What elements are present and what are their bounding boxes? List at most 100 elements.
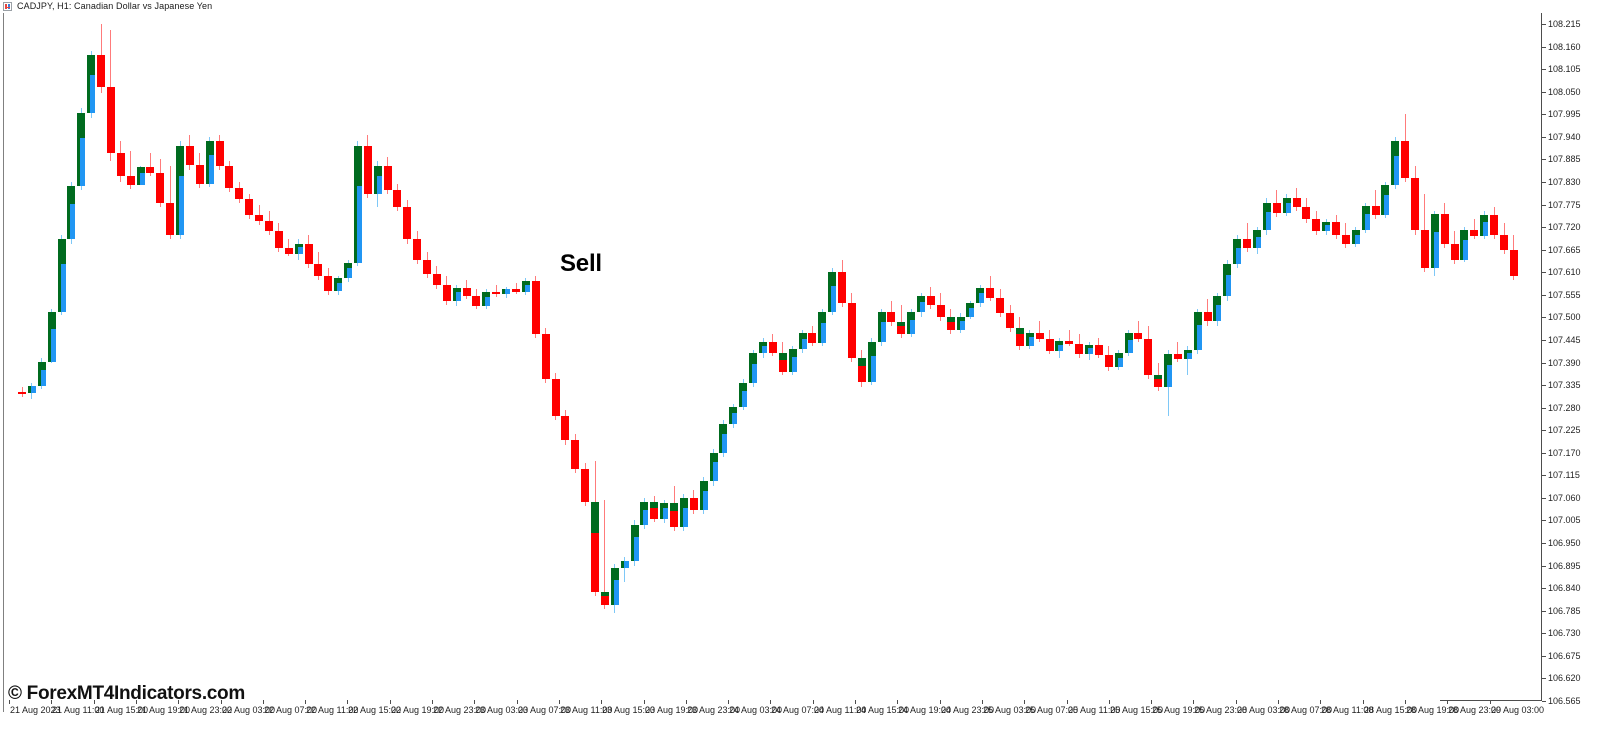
time-tick-label: 28 Aug 15:00 (1364, 705, 1418, 715)
indicator-overlay-segment (976, 287, 980, 303)
price-tick-label: 107.830 (1548, 177, 1581, 187)
indicator-overlay-segment (77, 113, 81, 187)
price-tick-label: 107.115 (1548, 470, 1580, 480)
price-tick-mark (1542, 114, 1546, 115)
time-scale[interactable]: 21 Aug 2023 21 Aug 11:00 21 Aug 15:00 21 Au… (0, 700, 1544, 730)
price-tick-mark (1542, 520, 1546, 521)
indicator-overlay-cap (1085, 345, 1094, 349)
indicator-overlay-segment (640, 501, 644, 525)
indicator-overlay-cap (976, 287, 985, 293)
candle-body (561, 415, 570, 441)
candle-body (1035, 332, 1044, 339)
time-tick-label: 23 Aug 19:00 (645, 705, 699, 715)
price-scale[interactable]: 108.215 108.160 108.105 108.050 107.995 107.9… (1542, 13, 1600, 712)
indicator-overlay-cap (521, 281, 530, 285)
candle-body (907, 312, 916, 334)
price-tick-mark (1542, 475, 1546, 476)
price-tick-mark (1542, 295, 1546, 296)
price-tick-mark (1542, 363, 1546, 364)
candle-wick (1375, 190, 1376, 219)
candle-body (284, 248, 293, 254)
time-tick-mark (94, 700, 95, 704)
indicator-overlay-cap (373, 166, 382, 176)
candle-body (265, 220, 273, 232)
indicator-overlay-segment (679, 497, 683, 527)
price-tick-label: 106.675 (1548, 651, 1581, 661)
price-tick-label: 108.105 (1548, 64, 1581, 74)
time-tick-label: 25 Aug 15:00 (1110, 705, 1164, 715)
indicator-overlay-cap (679, 497, 688, 508)
candle-body (432, 274, 441, 285)
price-tick-label: 107.995 (1548, 109, 1581, 119)
time-tick-mark (263, 700, 264, 704)
candle-body (87, 54, 96, 114)
candle-body (551, 378, 560, 416)
indicator-overlay-segment (660, 502, 664, 520)
time-tick-label: 21 Aug 2023 (10, 705, 61, 715)
candle-body (679, 497, 688, 527)
indicator-overlay-cap (1164, 354, 1173, 366)
indicator-overlay-segment (27, 386, 31, 394)
time-tick-label: 24 Aug 19:00 (898, 705, 952, 715)
indicator-overlay-cap (1430, 214, 1439, 233)
price-tick-label: 107.170 (1548, 448, 1581, 458)
indicator-overlay-segment (1322, 222, 1326, 232)
indicator-overlay-segment (1460, 230, 1464, 260)
indicator-overlay-cap (334, 278, 343, 283)
time-tick-mark (1236, 700, 1237, 704)
price-tick-label: 108.050 (1548, 87, 1581, 97)
candle-body (353, 145, 362, 264)
price-tick-mark (1542, 633, 1546, 634)
price-tick-label: 106.895 (1548, 561, 1581, 571)
candle-body (245, 199, 254, 215)
time-tick-mark (897, 700, 898, 704)
time-tick-label: 23 Aug 23:00 (687, 705, 741, 715)
price-tick-label: 106.950 (1548, 538, 1581, 548)
candle-body (116, 153, 125, 176)
candle-body (1124, 332, 1133, 354)
candle-body (97, 54, 106, 87)
candle-body (660, 502, 669, 520)
candle-body (1114, 353, 1123, 367)
candle-body (1272, 202, 1281, 213)
indicator-overlay-segment (1154, 374, 1163, 379)
indicator-overlay-cap (640, 501, 649, 510)
price-tick-mark (1542, 543, 1546, 544)
indicator-overlay-cap (788, 349, 797, 357)
candle-body (670, 502, 679, 527)
candle-body (423, 259, 432, 275)
price-tick-mark (1542, 701, 1546, 702)
time-tick-label: 23 Aug 15:00 (602, 705, 656, 715)
candle-body (492, 291, 501, 295)
indicator-overlay-segment (67, 186, 71, 240)
price-tick-mark (1542, 182, 1546, 183)
candle-body (235, 188, 244, 200)
indicator-overlay-segment (1282, 197, 1286, 213)
time-tick-label: 22 Aug 03:00 (222, 705, 276, 715)
indicator-overlay-cap (867, 341, 876, 356)
candle-body (936, 305, 945, 318)
candle-body (1430, 214, 1439, 269)
time-tick-mark (474, 700, 475, 704)
time-tick-mark (347, 700, 348, 704)
indicator-overlay-segment (373, 166, 377, 195)
candle-body (610, 567, 619, 605)
indicator-overlay-cap (77, 113, 86, 138)
indicator-overlay-segment (1183, 350, 1187, 360)
candle-body (1440, 214, 1449, 244)
price-tick-mark (1542, 566, 1546, 567)
price-tick-label: 107.775 (1548, 200, 1581, 210)
candle-body (393, 190, 402, 208)
indicator-overlay-cap (966, 303, 975, 308)
indicator-overlay-segment (749, 353, 753, 383)
indicator-overlay-cap (482, 291, 491, 297)
indicator-overlay-cap (719, 424, 728, 434)
chart-plot-area[interactable] (4, 13, 1542, 712)
price-tick-label: 107.885 (1548, 154, 1581, 164)
price-tick-label: 106.785 (1548, 606, 1581, 616)
candle-body (1312, 218, 1321, 232)
indicator-overlay-cap (1114, 353, 1123, 358)
indicator-overlay-segment (600, 592, 609, 597)
candle-body (373, 166, 382, 195)
candle-body (274, 231, 283, 249)
